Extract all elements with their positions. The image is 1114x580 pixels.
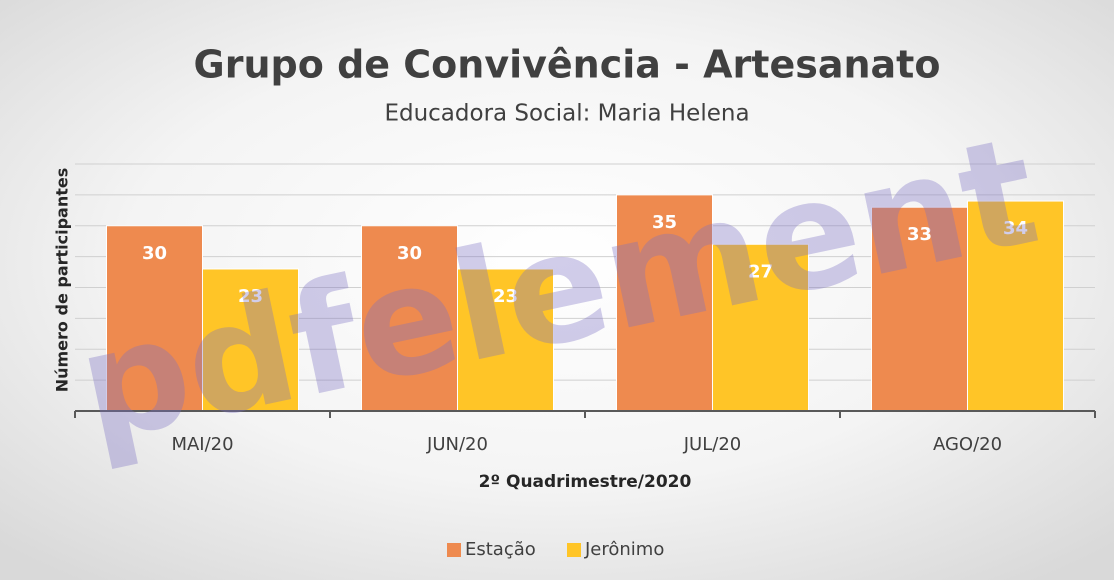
bar: [457, 268, 554, 412]
bar: [361, 225, 458, 412]
data-label: 34: [1003, 218, 1028, 239]
data-label: 35: [652, 212, 677, 233]
legend-swatch: [447, 543, 461, 557]
legend-swatch: [567, 543, 581, 557]
data-label: 23: [238, 286, 263, 307]
bar: [106, 225, 203, 412]
x-tick-label: JUN/20: [426, 434, 488, 455]
x-tick-label: AGO/20: [933, 434, 1002, 455]
legend-label: Jerônimo: [584, 539, 664, 560]
legend-label: Estação: [465, 539, 536, 560]
bar: [967, 200, 1064, 412]
chart-subtitle: Educadora Social: Maria Helena: [384, 101, 749, 127]
data-label: 23: [493, 286, 518, 307]
data-label: 33: [907, 224, 932, 245]
x-axis-title: 2º Quadrimestre/2020: [479, 472, 692, 492]
x-tick-label: MAI/20: [171, 434, 233, 455]
y-axis-title: Número de participantes: [53, 168, 72, 393]
bar: [871, 206, 968, 412]
data-label: 27: [748, 261, 773, 282]
bar: [202, 268, 299, 412]
x-tick-label: JUL/20: [683, 434, 741, 455]
bar: [616, 194, 713, 412]
chart-title: Grupo de Convivência - Artesanato: [194, 43, 941, 87]
data-label: 30: [142, 243, 167, 264]
data-label: 30: [397, 243, 422, 264]
